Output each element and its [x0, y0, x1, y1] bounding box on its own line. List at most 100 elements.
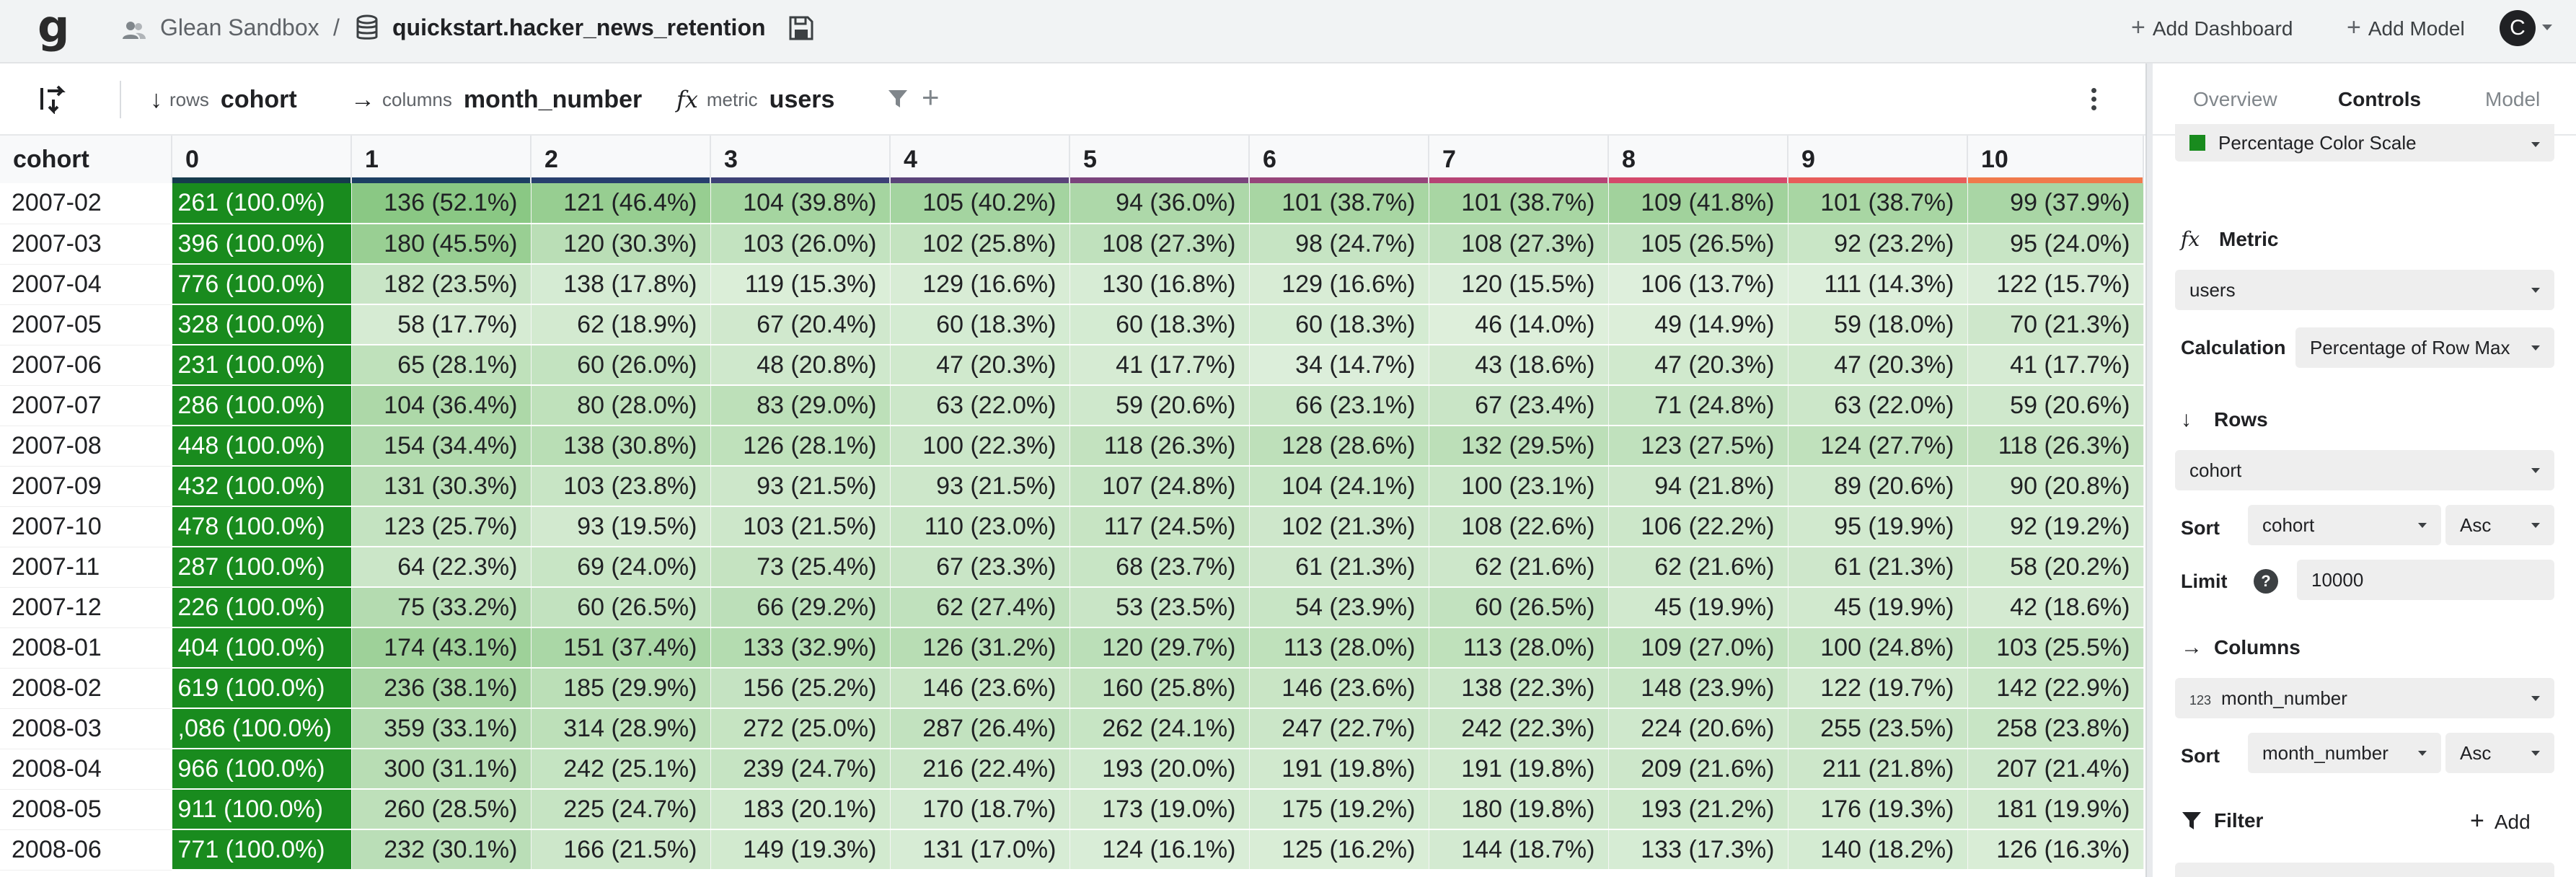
table-cell[interactable]: 70 (21.3%) — [1967, 304, 2144, 345]
table-cell[interactable]: 62 (21.6%) — [1429, 547, 1609, 588]
table-cell[interactable]: 140 (18.2%) — [1788, 829, 1968, 871]
table-cell[interactable]: 98 (24.7%) — [1249, 224, 1429, 265]
table-cell[interactable]: 771 (100.0%) — [172, 829, 352, 871]
table-cell[interactable]: 261 (100.0%) — [172, 183, 352, 224]
table-cell[interactable]: 126 (28.1%) — [710, 426, 891, 467]
table-cell[interactable]: 75 (33.2%) — [351, 587, 531, 628]
table-cell[interactable]: 148 (23.9%) — [1608, 668, 1788, 709]
table-cell[interactable]: 125 (16.2%) — [1249, 829, 1429, 871]
table-cell[interactable]: 149 (19.3%) — [710, 829, 891, 871]
user-avatar[interactable]: C — [2500, 10, 2536, 46]
table-cell[interactable]: 58 (20.2%) — [1967, 547, 2144, 588]
table-cell[interactable]: 47 (20.3%) — [890, 345, 1070, 386]
table-cell[interactable]: 119 (15.3%) — [710, 264, 891, 305]
table-cell[interactable]: 106 (22.2%) — [1608, 506, 1788, 547]
tab-overview[interactable]: Overview — [2193, 88, 2277, 110]
table-cell[interactable]: 107 (24.8%) — [1069, 466, 1250, 507]
table-cell[interactable]: 105 (40.2%) — [890, 183, 1070, 224]
table-cell[interactable]: 136 (52.1%) — [351, 183, 531, 224]
table-cell[interactable]: 67 (20.4%) — [710, 304, 891, 345]
table-cell[interactable]: 185 (29.9%) — [531, 668, 711, 709]
table-cell[interactable]: 60 (18.3%) — [1249, 304, 1429, 345]
table-cell[interactable]: 69 (24.0%) — [531, 547, 711, 588]
columns-sort-field-select[interactable]: month_number — [2248, 733, 2441, 773]
table-cell[interactable]: 231 (100.0%) — [172, 345, 352, 386]
table-cell[interactable]: 176 (19.3%) — [1788, 789, 1968, 830]
table-cell[interactable]: 207 (21.4%) — [1967, 749, 2144, 790]
table-cell[interactable]: 95 (24.0%) — [1967, 224, 2144, 265]
table-cell[interactable]: 287 (100.0%) — [172, 547, 352, 588]
columns-selector[interactable]: → columns month_number — [350, 84, 642, 115]
table-cell[interactable]: 126 (31.2%) — [890, 627, 1070, 669]
table-cell[interactable]: 100 (22.3%) — [890, 426, 1070, 467]
table-cell[interactable]: 448 (100.0%) — [172, 426, 352, 467]
table-cell[interactable]: 619 (100.0%) — [172, 668, 352, 709]
table-cell[interactable]: 216 (22.4%) — [890, 749, 1070, 790]
table-cell[interactable]: 93 (21.5%) — [710, 466, 891, 507]
table-cell[interactable]: 94 (36.0%) — [1069, 183, 1250, 224]
table-cell[interactable]: 776 (100.0%) — [172, 264, 352, 305]
table-cell[interactable]: 60 (18.3%) — [1069, 304, 1250, 345]
table-cell[interactable]: 225 (24.7%) — [531, 789, 711, 830]
add-filter-button[interactable]: + Add — [2470, 806, 2531, 837]
table-cell[interactable]: 156 (25.2%) — [710, 668, 891, 709]
table-cell[interactable]: 83 (29.0%) — [710, 385, 891, 426]
table-cell[interactable]: 966 (100.0%) — [172, 749, 352, 790]
table-cell[interactable]: 122 (19.7%) — [1788, 668, 1968, 709]
table-cell[interactable]: 63 (22.0%) — [890, 385, 1070, 426]
table-cell[interactable]: 133 (32.9%) — [710, 627, 891, 669]
tab-controls[interactable]: Controls — [2338, 88, 2422, 110]
table-cell[interactable]: 130 (16.8%) — [1069, 264, 1250, 305]
tab-model[interactable]: Model — [2485, 88, 2541, 110]
table-cell[interactable]: 138 (30.8%) — [531, 426, 711, 467]
table-cell[interactable]: 41 (17.7%) — [1967, 345, 2144, 386]
table-cell[interactable]: 61 (21.3%) — [1788, 547, 1968, 588]
table-cell[interactable]: 120 (30.3%) — [531, 224, 711, 265]
table-cell[interactable]: 47 (20.3%) — [1608, 345, 1788, 386]
table-cell[interactable]: 43 (18.6%) — [1429, 345, 1609, 386]
table-cell[interactable]: 359 (33.1%) — [351, 708, 531, 749]
table-cell[interactable]: 193 (21.2%) — [1608, 789, 1788, 830]
table-cell[interactable]: 138 (17.8%) — [531, 264, 711, 305]
table-cell[interactable]: 133 (17.3%) — [1608, 829, 1788, 871]
table-cell[interactable]: 120 (15.5%) — [1429, 264, 1609, 305]
column-header[interactable]: 2 — [531, 136, 711, 183]
table-cell[interactable]: 123 (25.7%) — [351, 506, 531, 547]
table-cell[interactable]: 180 (19.8%) — [1429, 789, 1609, 830]
table-cell[interactable]: 63 (22.0%) — [1788, 385, 1968, 426]
table-cell[interactable]: 122 (15.7%) — [1967, 264, 2144, 305]
table-cell[interactable]: 126 (16.3%) — [1967, 829, 2144, 871]
table-cell[interactable]: 59 (20.6%) — [1967, 385, 2144, 426]
table-cell[interactable]: 46 (14.0%) — [1429, 304, 1609, 345]
table-cell[interactable]: 34 (14.7%) — [1249, 345, 1429, 386]
table-cell[interactable]: 211 (21.8%) — [1788, 749, 1968, 790]
table-cell[interactable]: 191 (19.8%) — [1429, 749, 1609, 790]
column-header[interactable]: 5 — [1069, 136, 1250, 183]
table-cell[interactable]: 102 (25.8%) — [890, 224, 1070, 265]
table-cell[interactable]: 911 (100.0%) — [172, 789, 352, 830]
table-cell[interactable]: 142 (22.9%) — [1967, 668, 2144, 709]
table-cell[interactable]: 160 (25.8%) — [1069, 668, 1250, 709]
chevron-down-icon[interactable] — [2542, 25, 2552, 30]
filter-icon[interactable] — [887, 88, 909, 110]
table-cell[interactable]: 71 (24.8%) — [1608, 385, 1788, 426]
glean-logo[interactable]: g — [38, 0, 70, 53]
table-cell[interactable]: 193 (20.0%) — [1069, 749, 1250, 790]
table-cell[interactable]: 128 (28.6%) — [1249, 426, 1429, 467]
table-cell[interactable]: 89 (20.6%) — [1788, 466, 1968, 507]
table-cell[interactable]: 59 (20.6%) — [1069, 385, 1250, 426]
table-cell[interactable]: 258 (23.8%) — [1967, 708, 2144, 749]
table-cell[interactable]: 94 (21.8%) — [1608, 466, 1788, 507]
table-cell[interactable]: 242 (25.1%) — [531, 749, 711, 790]
table-cell[interactable]: 170 (18.7%) — [890, 789, 1070, 830]
table-cell[interactable]: 101 (38.7%) — [1429, 183, 1609, 224]
table-cell[interactable]: 108 (27.3%) — [1429, 224, 1609, 265]
table-cell[interactable]: 108 (22.6%) — [1429, 506, 1609, 547]
table-cell[interactable]: 60 (18.3%) — [890, 304, 1070, 345]
table-cell[interactable]: 236 (38.1%) — [351, 668, 531, 709]
table-cell[interactable]: 300 (31.1%) — [351, 749, 531, 790]
limit-input[interactable]: 10000 — [2297, 560, 2554, 600]
column-header[interactable]: 6 — [1249, 136, 1429, 183]
table-cell[interactable]: 404 (100.0%) — [172, 627, 352, 669]
table-cell[interactable]: 100 (23.1%) — [1429, 466, 1609, 507]
